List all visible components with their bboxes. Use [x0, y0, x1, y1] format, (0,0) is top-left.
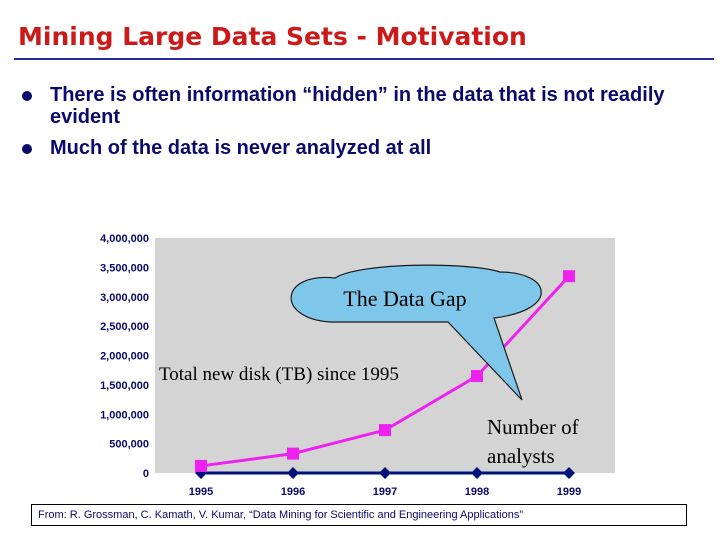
bullet-list: There is often information “hidden” in t… — [22, 84, 702, 168]
x-tick-label: 1997 — [373, 486, 397, 498]
disk-point — [195, 459, 207, 472]
y-tick-label: 1,500,000 — [100, 380, 149, 392]
bullet-item: Much of the data is never analyzed at al… — [22, 137, 702, 159]
x-tick-label: 1996 — [281, 486, 305, 498]
x-tick-label: 1998 — [465, 486, 489, 498]
bullet-dot-icon — [22, 91, 32, 101]
bullet-item: There is often information “hidden” in t… — [22, 84, 702, 128]
bullet-text: There is often information “hidden” in t… — [50, 84, 665, 128]
disk-point — [287, 447, 299, 460]
y-tick-label: 500,000 — [109, 439, 149, 451]
disk-point — [379, 424, 391, 437]
series-label-analysts-line2: analysts — [487, 444, 555, 468]
y-tick-label: 2,000,000 — [100, 351, 149, 363]
series-label-disk: Total new disk (TB) since 1995 — [159, 364, 399, 385]
series-label-analysts-line1: Number of — [487, 415, 579, 439]
x-axis-tick-labels: 1995 1996 1997 1998 1999 — [189, 486, 581, 498]
y-tick-label: 1,000,000 — [100, 409, 149, 421]
analysts-point — [379, 467, 391, 479]
analysts-point — [563, 467, 575, 479]
data-gap-label: The Data Gap — [343, 286, 466, 311]
x-tick-label: 1995 — [189, 486, 213, 498]
y-tick-label: 3,000,000 — [100, 292, 149, 304]
title-divider — [14, 58, 714, 60]
x-tick-label: 1999 — [557, 486, 581, 498]
y-tick-label: 3,500,000 — [100, 262, 149, 274]
series-points-disk — [195, 270, 575, 472]
disk-point — [471, 370, 483, 383]
disk-point — [563, 270, 575, 283]
data-gap-callout — [290, 264, 542, 401]
bullet-dot-icon — [22, 144, 32, 154]
y-tick-label: 2,500,000 — [100, 321, 149, 333]
y-tick-label: 0 — [143, 468, 149, 480]
bullet-text: Much of the data is never analyzed at al… — [50, 137, 432, 159]
y-tick-label: 4,000,000 — [100, 233, 149, 245]
analysts-point — [471, 467, 483, 479]
y-axis-tick-labels: 0 500,000 1,000,000 1,500,000 2,000,000 2,500… — [100, 233, 149, 480]
source-citation: From: R. Grossman, C. Kamath, V. Kumar, … — [31, 504, 687, 526]
analysts-point — [287, 467, 299, 479]
slide-title: Mining Large Data Sets - Motivation — [18, 22, 527, 51]
